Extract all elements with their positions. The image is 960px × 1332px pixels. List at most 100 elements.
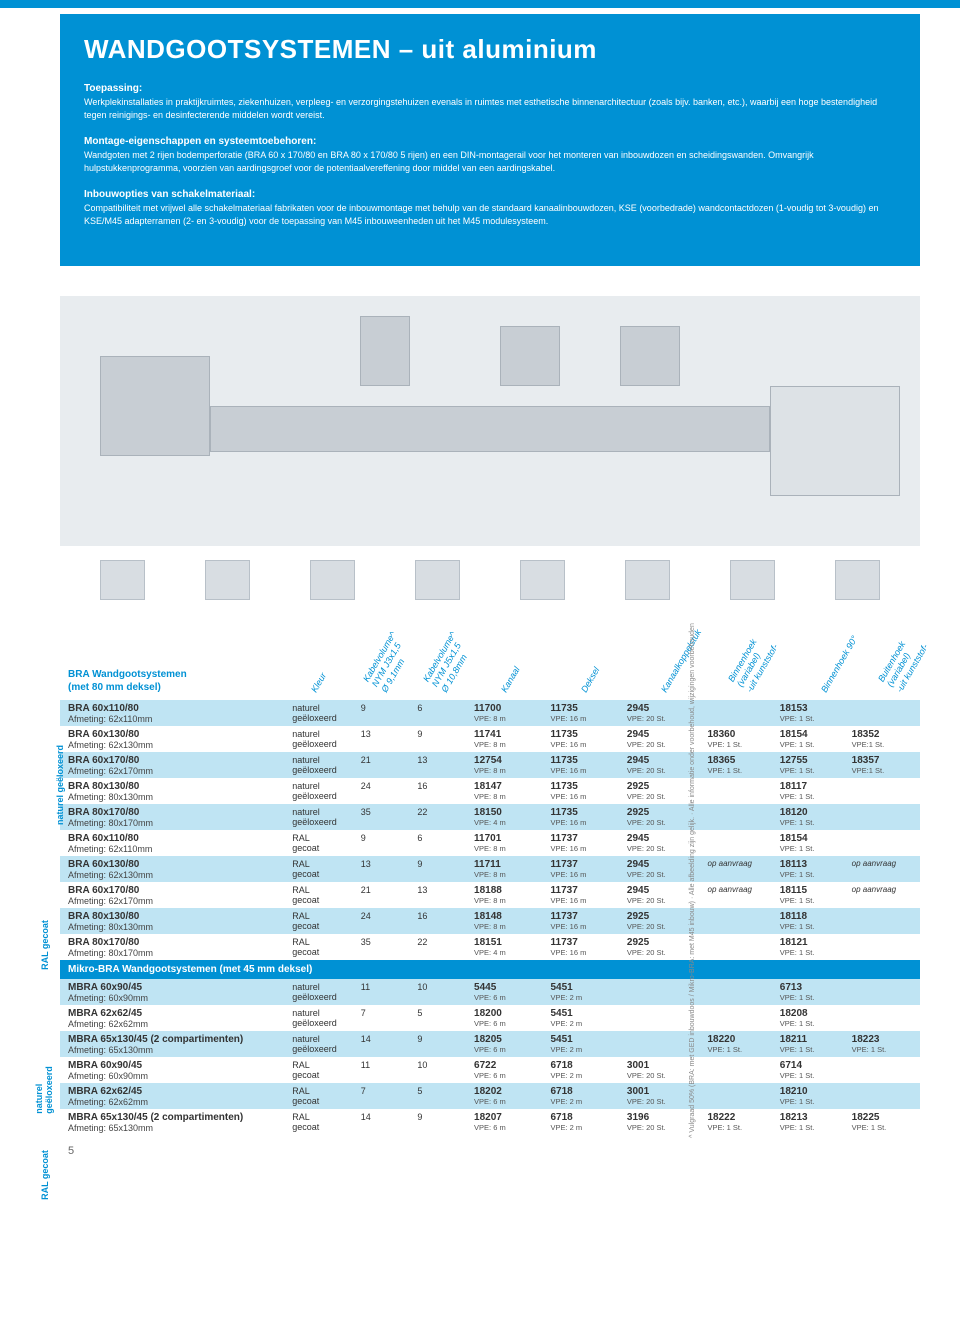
vpe: VPE: 8 m	[474, 870, 542, 879]
vpe: VPE: 1 St.	[708, 766, 772, 775]
profile-icon	[415, 560, 460, 600]
vpe: VPE: 1 St.	[708, 1123, 772, 1132]
side-category-label: RAL gecoat	[40, 920, 50, 970]
page-number: 5	[60, 1145, 920, 1157]
product-table: BRA 60x110/80Afmeting: 62x110mmnaturelge…	[60, 700, 920, 1135]
product-dim: Afmeting: 60x90mm	[68, 1071, 284, 1081]
vpe: VPE: 4 m	[474, 818, 542, 827]
article-code: 11737	[551, 911, 619, 922]
product-dim: Afmeting: 62x130mm	[68, 740, 284, 750]
product-name: BRA 80x130/80	[68, 911, 284, 922]
article-code: 11700	[474, 703, 542, 714]
article-code: 18213	[780, 1112, 844, 1123]
table-row: MBRA 65x130/45 (2 compartimenten)Afmetin…	[60, 1031, 920, 1057]
article-code: 18154	[780, 833, 844, 844]
table-row: BRA 80x130/80Afmeting: 80x130mmRALgecoat…	[60, 908, 920, 934]
article-code: 5451	[551, 1008, 619, 1019]
kv1: 35	[361, 937, 410, 947]
section-heading: Inbouwopties van schakelmateriaal:	[84, 189, 896, 200]
col-binnenhoek-var: Binnenhoek (variabel) -uit kunststof-	[726, 614, 790, 694]
vpe: VPE: 8 m	[474, 922, 542, 931]
color-2: geëloxeerd	[292, 765, 353, 775]
article-code: 6713	[780, 982, 844, 993]
color-2: geëloxeerd	[292, 713, 353, 723]
article-code: 11735	[551, 781, 619, 792]
table-row: BRA 60x170/80Afmeting: 62x170mmnaturelge…	[60, 752, 920, 778]
kv1: 21	[361, 885, 410, 895]
article-code: 18115	[780, 885, 844, 896]
vpe: VPE:1 St.	[852, 766, 916, 775]
kv2: 10	[417, 1060, 466, 1070]
vpe: VPE: 1 St.	[780, 993, 844, 1002]
vpe: VPE:1 St.	[852, 740, 916, 749]
product-dim: Afmeting: 62x62mm	[68, 1019, 284, 1029]
table-row: BRA 60x170/80Afmeting: 62x170mmRALgecoat…	[60, 882, 920, 908]
profile-icon	[310, 560, 355, 600]
section-heading: Montage-eigenschappen en systeemtoebehor…	[84, 136, 896, 147]
vpe: VPE: 1 St.	[780, 922, 844, 931]
col-buitenhoek: Buitenhoek (variabel) -uit kunststof-	[876, 614, 940, 694]
product-name: MBRA 65x130/45 (2 compartimenten)	[68, 1112, 284, 1123]
product-name: BRA 60x130/80	[68, 729, 284, 740]
vpe: VPE: 6 m	[474, 1019, 542, 1028]
color-2: geëloxeerd	[292, 739, 353, 749]
section-header-row: Mikro-BRA Wandgootsystemen (met 45 mm de…	[60, 960, 920, 979]
section-text: Werkplekinstallaties in praktijkruimtes,…	[84, 96, 896, 122]
kv1: 24	[361, 781, 410, 791]
kv1: 11	[361, 1060, 410, 1070]
vpe: VPE: 2 m	[551, 1019, 619, 1028]
vpe: VPE: 16 m	[551, 948, 619, 957]
column-headers: BRA Wandgootsystemen (met 80 mm deksel) …	[60, 618, 920, 700]
product-name: BRA 80x170/80	[68, 807, 284, 818]
profile-icon	[835, 560, 880, 600]
profile-icon	[625, 560, 670, 600]
kv2: 6	[417, 703, 466, 713]
color-1: naturel	[292, 703, 353, 713]
product-dim: Afmeting: 62x170mm	[68, 766, 284, 776]
vpe: VPE: 1 St.	[780, 948, 844, 957]
article-code: 18225	[852, 1112, 916, 1123]
article-code: 11737	[551, 885, 619, 896]
product-name: MBRA 62x62/45	[68, 1086, 284, 1097]
vpe: VPE: 16 m	[551, 766, 619, 775]
color-2: gecoat	[292, 1122, 353, 1132]
col-deksel: Deksel	[579, 620, 628, 694]
on-request: op aanvraag	[852, 859, 916, 868]
article-code: 18147	[474, 781, 542, 792]
product-name: MBRA 65x130/45 (2 compartimenten)	[68, 1034, 284, 1045]
color-1: RAL	[292, 833, 353, 843]
color-2: gecoat	[292, 1070, 353, 1080]
vpe: VPE: 16 m	[551, 844, 619, 853]
article-code: 11741	[474, 729, 542, 740]
col-kanaal: Kanaal	[499, 620, 548, 694]
color-1: naturel	[292, 982, 353, 992]
table-row: BRA 80x130/80Afmeting: 80x130mmnaturelge…	[60, 778, 920, 804]
col-binnenhoek90: Binnenhoek 90°	[819, 624, 865, 694]
color-2: geëloxeerd	[292, 791, 353, 801]
vpe: VPE: 16 m	[551, 922, 619, 931]
vpe: VPE: 8 m	[474, 792, 542, 801]
header-panel: WANDGOOTSYSTEMEN – uit aluminium Toepass…	[60, 14, 920, 266]
vpe: VPE: 1 St.	[780, 896, 844, 905]
article-code: 18223	[852, 1034, 916, 1045]
section2-title: Mikro-BRA Wandgootsystemen (met 45 mm de…	[60, 960, 920, 979]
article-code: 18365	[708, 755, 772, 766]
article-code: 18150	[474, 807, 542, 818]
kv2: 10	[417, 982, 466, 992]
kv1: 9	[361, 703, 410, 713]
vpe: VPE: 16 m	[551, 818, 619, 827]
profile-icon	[520, 560, 565, 600]
vpe: VPE: 8 m	[474, 896, 542, 905]
section-text: Compatibiliteit met vrijwel alle schakel…	[84, 202, 896, 228]
on-request: op aanvraag	[852, 885, 916, 894]
product-illustration	[60, 296, 920, 546]
article-code: 12754	[474, 755, 542, 766]
col-kabelvol1: Kabelvolume^ NYM J3x1,5 Ø 9,1mm	[361, 627, 418, 694]
article-code: 11735	[551, 729, 619, 740]
article-code: 18121	[780, 937, 844, 948]
color-1: RAL	[292, 1086, 353, 1096]
vpe: VPE: 1 St.	[780, 714, 844, 723]
article-code: 18360	[708, 729, 772, 740]
section-heading: Toepassing:	[84, 83, 896, 94]
product-name: BRA 60x170/80	[68, 885, 284, 896]
